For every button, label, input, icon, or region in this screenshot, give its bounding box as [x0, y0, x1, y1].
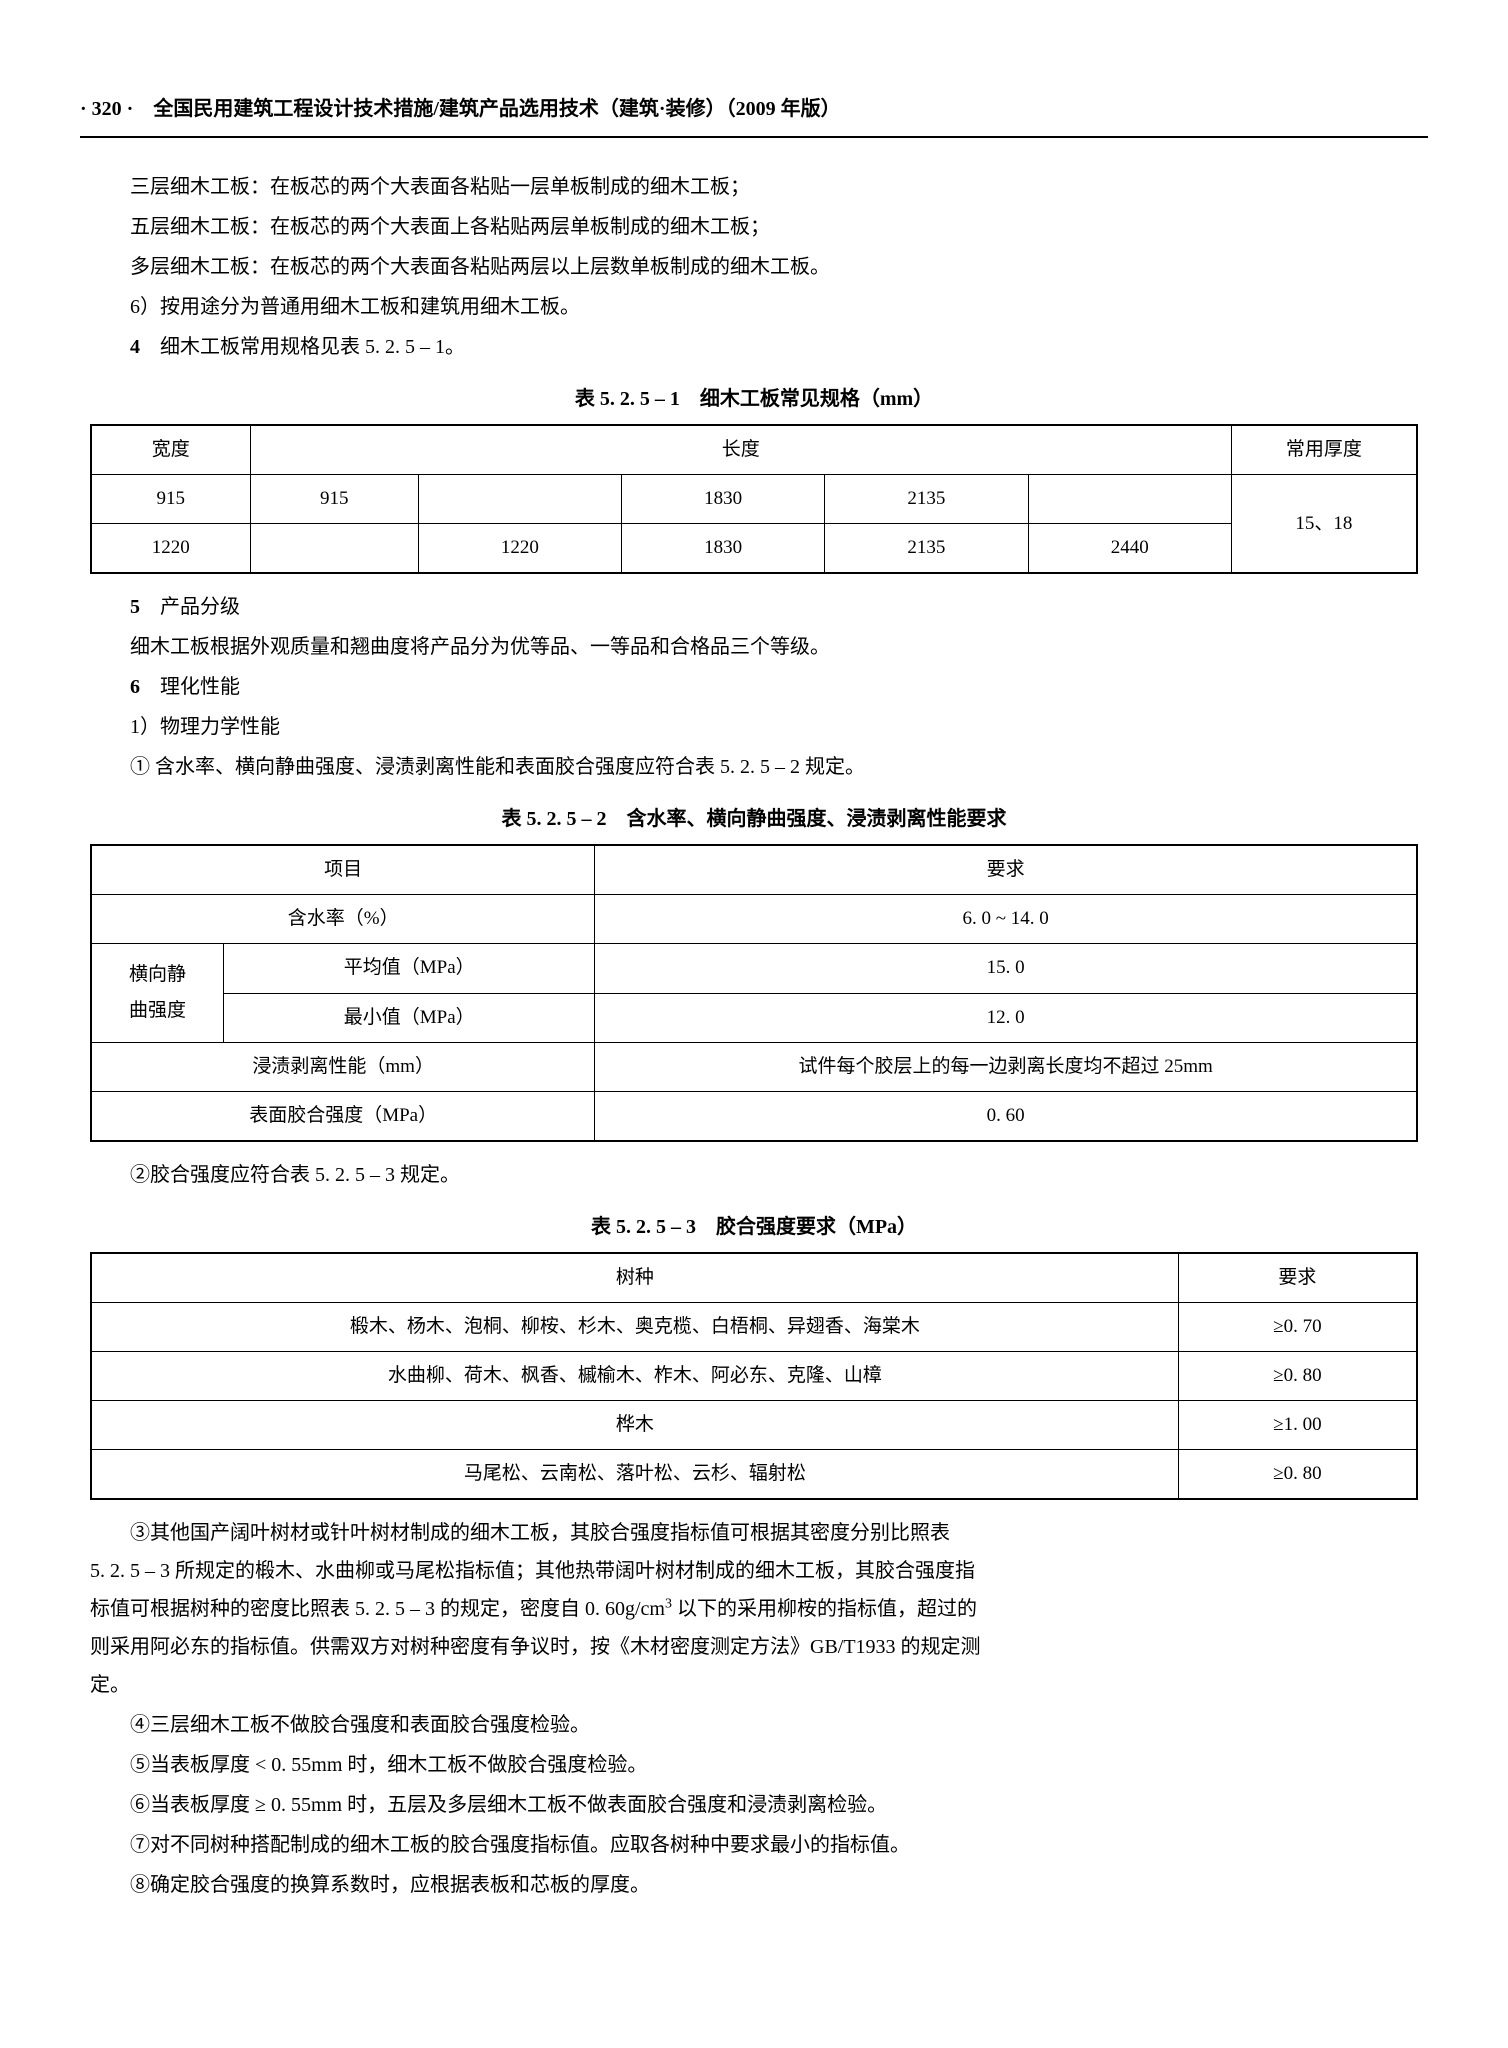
item-number: 6 [130, 676, 140, 698]
th-req: 要求 [1178, 1253, 1417, 1303]
para-block-3: ③其他国产阔叶树材或针叶树材制成的细木工板，其胶合强度指标值可根据其密度分别比照… [90, 1514, 1418, 1704]
para: 细木工板根据外观质量和翘曲度将产品分为优等品、一等品和合格品三个等级。 [90, 628, 1418, 666]
table-row: 水曲柳、荷木、枫香、槭榆木、柞木、阿必东、克隆、山樟 ≥0. 80 [91, 1352, 1417, 1401]
table-row: 横向静 曲强度 平均值（MPa） 15. 0 [91, 944, 1417, 993]
para: ④三层细木工板不做胶合强度和表面胶合强度检验。 [90, 1706, 1418, 1744]
para: ⑦对不同树种搭配制成的细木工板的胶合强度指标值。应取各树种中要求最小的指标值。 [90, 1826, 1418, 1864]
table-row: 915 915 1830 2135 15、18 [91, 475, 1417, 524]
table-caption: 表 5. 2. 5 – 2 含水率、横向静曲强度、浸渍剥离性能要求 [90, 800, 1418, 838]
cell: 马尾松、云南松、落叶松、云杉、辐射松 [91, 1450, 1178, 1500]
table-caption: 表 5. 2. 5 – 3 胶合强度要求（MPa） [90, 1208, 1418, 1246]
table-row: 表面胶合强度（MPa） 0. 60 [91, 1091, 1417, 1141]
table-row: 含水率（%） 6. 0 ~ 14. 0 [91, 895, 1417, 944]
para: ⑧确定胶合强度的换算系数时，应根据表板和芯板的厚度。 [90, 1866, 1418, 1904]
para-text-post: 以下的采用柳桉的指标值，超过的 [672, 1598, 977, 1620]
para: 三层细木工板：在板芯的两个大表面各粘贴一层单板制成的细木工板； [90, 168, 1418, 206]
th-item: 项目 [91, 845, 595, 895]
th-species: 树种 [91, 1253, 1178, 1303]
table-row: 宽度 长度 常用厚度 [91, 425, 1417, 475]
para: 1）物理力学性能 [90, 708, 1418, 746]
para-line: ③其他国产阔叶树材或针叶树材制成的细木工板，其胶合强度指标值可根据其密度分别比照… [90, 1514, 950, 1552]
cell: 1220 [91, 524, 250, 574]
cell: 2135 [825, 475, 1028, 524]
cell-thickness: 15、18 [1231, 475, 1417, 574]
cell [250, 524, 418, 574]
cell [1028, 475, 1231, 524]
item-number: 5 [130, 596, 140, 618]
cell: 6. 0 ~ 14. 0 [595, 895, 1417, 944]
para-text: 理化性能 [160, 676, 240, 698]
item-number: 4 [130, 336, 140, 358]
cell: ≥0. 70 [1178, 1302, 1417, 1351]
th-req: 要求 [595, 845, 1417, 895]
cell: 试件每个胶层上的每一边剥离长度均不超过 25mm [595, 1042, 1417, 1091]
cell: 915 [250, 475, 418, 524]
para-line: 5. 2. 5 – 3 所规定的椴木、水曲柳或马尾松指标值；其他热带阔叶树材制成… [90, 1560, 975, 1582]
para: 6）按用途分为普通用细木工板和建筑用细木工板。 [90, 288, 1418, 326]
cell: 平均值（MPa） [224, 944, 595, 993]
table-row: 浸渍剥离性能（mm） 试件每个胶层上的每一边剥离长度均不超过 25mm [91, 1042, 1417, 1091]
para: ②胶合强度应符合表 5. 2. 5 – 3 规定。 [90, 1156, 1418, 1194]
para: 五层细木工板：在板芯的两个大表面上各粘贴两层单板制成的细木工板； [90, 208, 1418, 246]
cell: 12. 0 [595, 993, 1417, 1042]
cell: ≥1. 00 [1178, 1401, 1417, 1450]
cell: 最小值（MPa） [224, 993, 595, 1042]
page-number: · 320 · [80, 98, 133, 120]
para: ① 含水率、横向静曲强度、浸渍剥离性能和表面胶合强度应符合表 5. 2. 5 –… [90, 748, 1418, 786]
cell: 含水率（%） [91, 895, 595, 944]
table-row: 最小值（MPa） 12. 0 [91, 993, 1417, 1042]
cell-group: 横向静 曲强度 [91, 944, 224, 1042]
cell: 椴木、杨木、泡桐、柳桉、杉木、奥克榄、白梧桐、异翅香、海棠木 [91, 1302, 1178, 1351]
para-text: 细木工板常用规格见表 5. 2. 5 – 1。 [160, 336, 465, 358]
para: 多层细木工板：在板芯的两个大表面各粘贴两层以上层数单板制成的细木工板。 [90, 248, 1418, 286]
cell: 1220 [418, 524, 621, 574]
group-line-1: 横向静 [129, 964, 186, 985]
para: ⑥当表板厚度 ≥ 0. 55mm 时，五层及多层细木工板不做表面胶合强度和浸渍剥… [90, 1786, 1418, 1824]
table-row: 1220 1220 1830 2135 2440 [91, 524, 1417, 574]
table-5-2-5-3: 树种 要求 椴木、杨木、泡桐、柳桉、杉木、奥克榄、白梧桐、异翅香、海棠木 ≥0.… [90, 1252, 1418, 1500]
cell: 2135 [825, 524, 1028, 574]
para-text-pre: 标值可根据树种的密度比照表 5. 2. 5 – 3 的规定，密度自 0. 60g… [90, 1598, 665, 1620]
table-row: 椴木、杨木、泡桐、柳桉、杉木、奥克榄、白梧桐、异翅香、海棠木 ≥0. 70 [91, 1302, 1417, 1351]
table-row: 树种 要求 [91, 1253, 1417, 1303]
page-header: · 320 · 全国民用建筑工程设计技术措施/建筑产品选用技术（建筑·装修）（2… [80, 90, 1428, 138]
group-line-2: 曲强度 [129, 1000, 186, 1021]
cell: 1830 [622, 475, 825, 524]
th-length: 长度 [250, 425, 1231, 475]
para-line: 则采用阿必东的指标值。供需双方对树种密度有争议时，按《木材密度测定方法》GB/T… [90, 1636, 981, 1658]
table-row: 马尾松、云南松、落叶松、云杉、辐射松 ≥0. 80 [91, 1450, 1417, 1500]
para-line: 标值可根据树种的密度比照表 5. 2. 5 – 3 的规定，密度自 0. 60g… [90, 1598, 977, 1620]
cell: ≥0. 80 [1178, 1352, 1417, 1401]
para-line: 定。 [90, 1674, 130, 1696]
th-width: 宽度 [91, 425, 250, 475]
header-title: 全国民用建筑工程设计技术措施/建筑产品选用技术（建筑·装修）（2009 年版） [153, 98, 840, 120]
superscript: 3 [665, 1597, 672, 1612]
cell: ≥0. 80 [1178, 1450, 1417, 1500]
table-row: 桦木 ≥1. 00 [91, 1401, 1417, 1450]
cell: 1830 [622, 524, 825, 574]
cell: 0. 60 [595, 1091, 1417, 1141]
para-text: 产品分级 [160, 596, 240, 618]
table-row: 项目 要求 [91, 845, 1417, 895]
cell: 水曲柳、荷木、枫香、槭榆木、柞木、阿必东、克隆、山樟 [91, 1352, 1178, 1401]
para: ⑤当表板厚度 < 0. 55mm 时，细木工板不做胶合强度检验。 [90, 1746, 1418, 1784]
page-content: 三层细木工板：在板芯的两个大表面各粘贴一层单板制成的细木工板； 五层细木工板：在… [80, 168, 1428, 1904]
cell: 2440 [1028, 524, 1231, 574]
cell: 15. 0 [595, 944, 1417, 993]
table-5-2-5-1: 宽度 长度 常用厚度 915 915 1830 2135 15、18 1220 … [90, 424, 1418, 574]
cell: 915 [91, 475, 250, 524]
para: 6 理化性能 [90, 668, 1418, 706]
table-5-2-5-2: 项目 要求 含水率（%） 6. 0 ~ 14. 0 横向静 曲强度 平均值（MP… [90, 844, 1418, 1142]
cell: 桦木 [91, 1401, 1178, 1450]
para: 5 产品分级 [90, 588, 1418, 626]
table-caption: 表 5. 2. 5 – 1 细木工板常见规格（mm） [90, 380, 1418, 418]
cell: 浸渍剥离性能（mm） [91, 1042, 595, 1091]
para: 4 细木工板常用规格见表 5. 2. 5 – 1。 [90, 328, 1418, 366]
cell [418, 475, 621, 524]
th-thickness: 常用厚度 [1231, 425, 1417, 475]
cell: 表面胶合强度（MPa） [91, 1091, 595, 1141]
